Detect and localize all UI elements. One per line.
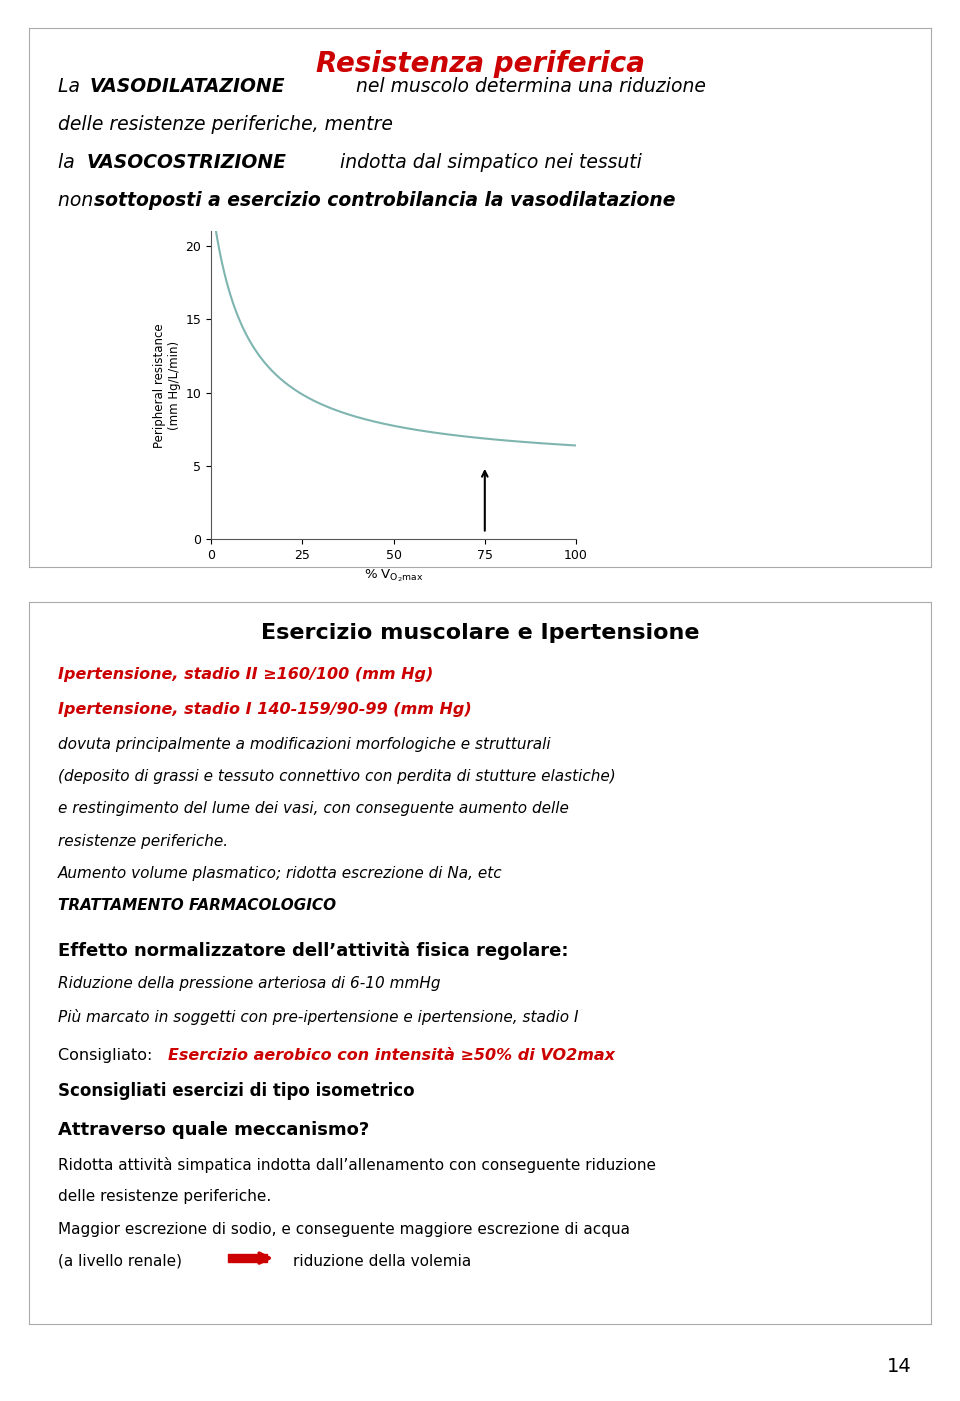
Text: VASODILATAZIONE: VASODILATAZIONE xyxy=(89,77,285,97)
Text: Esercizio muscolare e Ipertensione: Esercizio muscolare e Ipertensione xyxy=(261,623,699,643)
Text: La: La xyxy=(58,77,85,97)
Text: Più marcato in soggetti con pre-ipertensione e ipertensione, stadio I: Più marcato in soggetti con pre-ipertens… xyxy=(58,1009,578,1024)
Text: Ipertensione, stadio II ≥160/100 (mm Hg): Ipertensione, stadio II ≥160/100 (mm Hg) xyxy=(58,667,433,682)
Text: Effetto normalizzatore dell’attività fisica regolare:: Effetto normalizzatore dell’attività fis… xyxy=(58,941,568,960)
Text: dovuta principalmente a modificazioni morfologiche e strutturali: dovuta principalmente a modificazioni mo… xyxy=(58,737,550,752)
Text: e restingimento del lume dei vasi, con conseguente aumento delle: e restingimento del lume dei vasi, con c… xyxy=(58,801,568,817)
Text: (a livello renale): (a livello renale) xyxy=(58,1254,181,1269)
Text: Riduzione della pressione arteriosa di 6-10 mmHg: Riduzione della pressione arteriosa di 6… xyxy=(58,976,440,992)
Text: la: la xyxy=(58,153,81,172)
Text: delle resistenze periferiche.: delle resistenze periferiche. xyxy=(58,1189,271,1205)
Text: Sconsigliati esercizi di tipo isometrico: Sconsigliati esercizi di tipo isometrico xyxy=(58,1082,414,1100)
Text: Resistenza periferica: Resistenza periferica xyxy=(316,49,644,77)
Text: Esercizio aerobico con intensità ≥50% di VO2max: Esercizio aerobico con intensità ≥50% di… xyxy=(168,1048,615,1063)
Text: VASOCOSTRIZIONE: VASOCOSTRIZIONE xyxy=(86,153,286,172)
Text: TRATTAMENTO FARMACOLOGICO: TRATTAMENTO FARMACOLOGICO xyxy=(58,898,336,913)
Text: resistenze periferiche.: resistenze periferiche. xyxy=(58,834,228,849)
Text: delle resistenze periferiche, mentre: delle resistenze periferiche, mentre xyxy=(58,115,393,134)
Text: riduzione della volemia: riduzione della volemia xyxy=(293,1254,471,1269)
X-axis label: % V$_{\mathregular{O_2max}}$: % V$_{\mathregular{O_2max}}$ xyxy=(364,567,423,584)
Text: (deposito di grassi e tessuto connettivo con perdita di stutture elastiche): (deposito di grassi e tessuto connettivo… xyxy=(58,769,615,785)
Text: non: non xyxy=(58,191,99,210)
Text: Maggior escrezione di sodio, e conseguente maggiore escrezione di acqua: Maggior escrezione di sodio, e conseguen… xyxy=(58,1222,630,1237)
Text: Aumento volume plasmatico; ridotta escrezione di Na, etc: Aumento volume plasmatico; ridotta escre… xyxy=(58,866,502,881)
Text: 14: 14 xyxy=(887,1356,912,1376)
Text: nel muscolo determina una riduzione: nel muscolo determina una riduzione xyxy=(350,77,707,97)
Text: Consigliato:: Consigliato: xyxy=(58,1048,157,1063)
Text: indotta dal simpatico nei tessuti: indotta dal simpatico nei tessuti xyxy=(334,153,642,172)
Text: Ridotta attività simpatica indotta dall’allenamento con conseguente riduzione: Ridotta attività simpatica indotta dall’… xyxy=(58,1157,656,1173)
Y-axis label: Peripheral resistance
(mm Hg/L/min): Peripheral resistance (mm Hg/L/min) xyxy=(154,324,181,447)
Text: sottoposti a esercizio controbilancia la vasodilatazione: sottoposti a esercizio controbilancia la… xyxy=(94,191,676,210)
Text: Ipertensione, stadio I 140-159/90-99 (mm Hg): Ipertensione, stadio I 140-159/90-99 (mm… xyxy=(58,702,471,717)
Text: Attraverso quale meccanismo?: Attraverso quale meccanismo? xyxy=(58,1121,369,1139)
